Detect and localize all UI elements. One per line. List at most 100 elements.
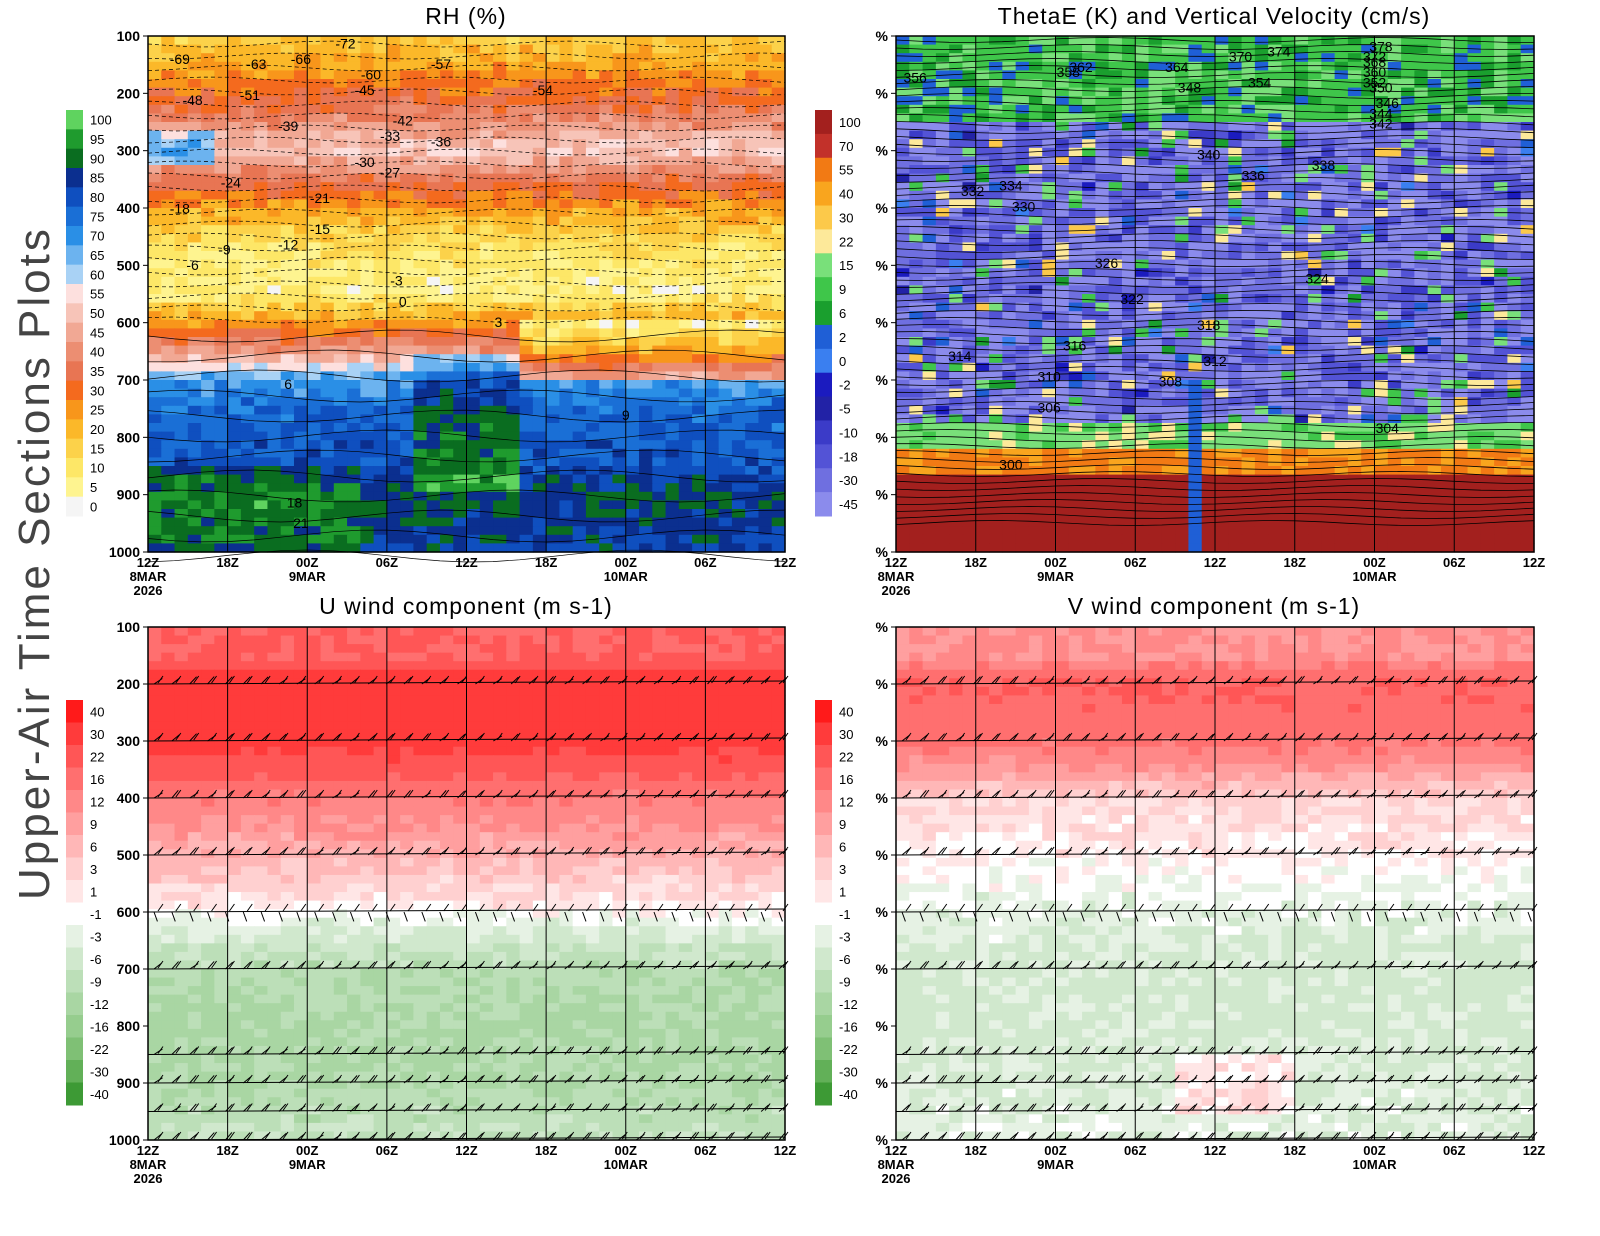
field-cell — [1095, 362, 1110, 372]
field-cell — [678, 474, 693, 484]
field-cell — [572, 259, 587, 269]
field-cell — [161, 517, 176, 527]
field-cell — [1268, 337, 1283, 347]
field-cell — [426, 440, 441, 450]
field-cell — [922, 362, 937, 372]
field-cell — [758, 457, 773, 467]
field-cell — [1268, 87, 1283, 97]
field-cell — [320, 182, 335, 192]
field-cell — [1294, 276, 1309, 286]
field-cell — [400, 311, 415, 321]
field-cell — [612, 156, 627, 166]
field-cell — [400, 526, 415, 536]
field-cell — [1427, 208, 1442, 218]
field-cell — [705, 319, 720, 329]
field-cell — [214, 423, 229, 433]
field-cell — [949, 104, 964, 114]
field-cell — [360, 147, 375, 157]
field-cell — [386, 156, 401, 166]
field-cell — [1108, 354, 1123, 364]
field-cell — [1454, 311, 1469, 321]
field-cell — [466, 526, 481, 536]
field-cell — [559, 251, 574, 261]
field-cell — [559, 216, 574, 226]
field-cell — [1361, 311, 1376, 321]
field-cell — [466, 225, 481, 235]
field-cell — [466, 534, 481, 544]
field-cell — [975, 87, 990, 97]
field-cell — [1055, 216, 1070, 226]
field-cell — [665, 165, 680, 175]
field-cell — [439, 147, 454, 157]
field-cell — [1281, 130, 1296, 140]
field-cell — [307, 319, 322, 329]
field-cell — [479, 233, 494, 243]
field-cell — [360, 526, 375, 536]
field-cell — [1254, 268, 1269, 278]
field-cell — [493, 130, 507, 140]
field-cell — [1387, 311, 1402, 321]
field-cell — [1002, 242, 1017, 252]
field-cell — [962, 53, 977, 63]
field-cell — [373, 354, 388, 364]
field-cell — [519, 199, 534, 209]
field-cell — [758, 302, 773, 312]
field-cell — [161, 87, 176, 97]
field-cell — [1347, 276, 1362, 286]
field-cell — [532, 371, 547, 381]
field-cell — [386, 122, 401, 132]
field-cell — [1228, 199, 1243, 209]
field-cell — [546, 208, 560, 218]
field-cell — [519, 319, 534, 329]
field-cell — [935, 362, 950, 372]
field-cell — [546, 397, 560, 407]
field-cell — [214, 371, 229, 381]
field-cell — [1294, 251, 1309, 261]
field-cell — [1228, 337, 1243, 347]
field-cell — [1361, 225, 1376, 235]
field-cell — [532, 104, 547, 114]
field-cell — [935, 225, 950, 235]
field-cell — [692, 517, 706, 527]
field-cell — [1387, 44, 1402, 54]
field-cell — [1215, 362, 1229, 372]
field-cell — [227, 483, 242, 493]
field-cell — [745, 311, 760, 321]
field-cell — [718, 44, 733, 54]
field-cell — [333, 173, 348, 183]
field-cell — [466, 311, 481, 321]
field-cell — [320, 440, 335, 450]
field-cell — [347, 509, 361, 519]
field-cell — [293, 311, 308, 321]
field-cell — [639, 294, 653, 304]
field-cell — [639, 483, 653, 493]
field-cell — [1015, 96, 1030, 106]
field-cell — [771, 225, 786, 235]
field-cell — [731, 440, 746, 450]
field-cell — [426, 526, 441, 536]
field-cell — [585, 251, 600, 261]
field-cell — [1108, 53, 1123, 63]
field-cell — [333, 44, 348, 54]
field-cell — [1361, 328, 1376, 338]
y-tick-label: 600 — [117, 315, 141, 331]
field-cell — [1121, 251, 1136, 261]
field-cell — [665, 268, 680, 278]
field-cell — [1015, 328, 1030, 338]
field-cell — [1188, 165, 1203, 175]
field-cell — [347, 431, 361, 441]
field-cell — [320, 130, 335, 140]
field-cell — [559, 285, 574, 295]
field-cell — [201, 156, 215, 166]
field-cell — [652, 130, 667, 140]
field-cell — [612, 285, 627, 295]
field-cell — [1015, 276, 1030, 286]
field-cell — [962, 113, 977, 123]
field-cell — [214, 448, 229, 458]
field-cell — [307, 233, 322, 243]
field-cell — [506, 130, 521, 140]
field-cell — [254, 431, 269, 441]
field-cell — [559, 173, 574, 183]
field-cell — [1068, 319, 1083, 329]
field-cell — [174, 268, 189, 278]
